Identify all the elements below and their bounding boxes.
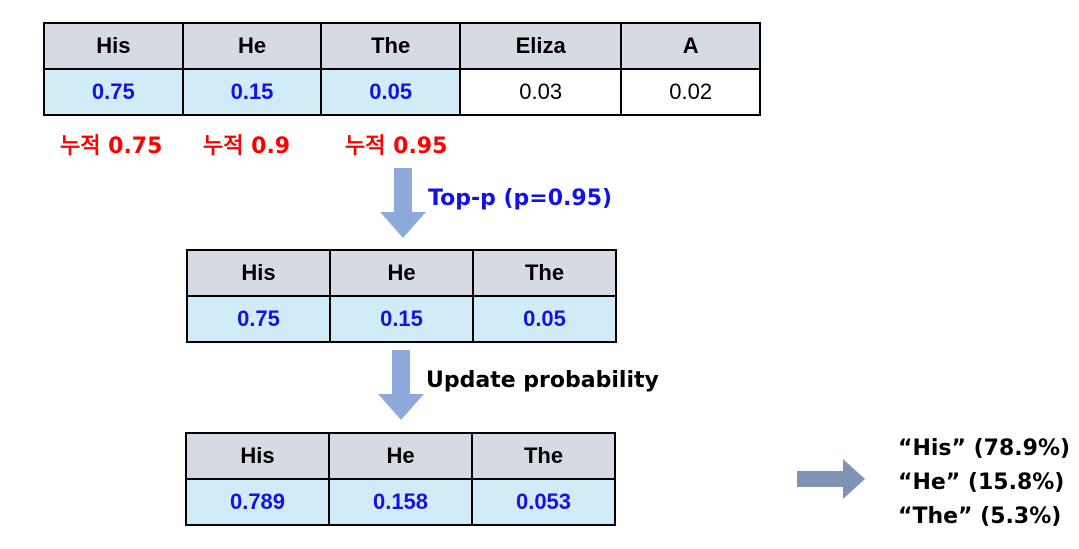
header-cell: He [328,432,473,480]
value-cell-selected: 0.05 [320,68,462,116]
cumulative-label: 누적 0.95 [345,134,448,159]
value-cell-selected: 0.75 [186,295,331,343]
header-cell: His [43,22,184,70]
value-cell-selected: 0.053 [471,478,616,526]
header-cell: Eliza [459,22,623,70]
value-cell-selected: 0.75 [43,68,184,116]
value-cell: 0.03 [459,68,623,116]
result-item: “His” (78.9%) [898,436,1071,461]
probability-table-filtered: His He The 0.75 0.15 0.05 [186,249,617,343]
header-cell: He [181,22,323,70]
header-cell: His [185,432,330,480]
result-item: “He” (15.8%) [898,470,1065,495]
value-cell: 0.02 [620,68,761,116]
value-cell-selected: 0.15 [181,68,323,116]
header-cell: He [329,249,474,297]
cumulative-label: 누적 0.75 [60,134,163,159]
result-list: “His” (78.9%) “He” (15.8%) “The” (5.3%) [898,432,1070,534]
down-arrow-icon [378,350,424,420]
update-probability-label: Update probability [426,368,659,393]
right-arrow-icon [797,459,865,499]
header-cell: His [186,249,331,297]
value-cell-selected: 0.789 [185,478,330,526]
header-cell: A [620,22,761,70]
cumulative-label: 누적 0.9 [203,134,291,159]
top-p-label: Top-p (p=0.95) [428,186,613,211]
probability-table-renormalized: His He The 0.789 0.158 0.053 [185,432,616,526]
value-cell-selected: 0.158 [328,478,473,526]
header-cell: The [472,249,617,297]
result-item: “The” (5.3%) [898,504,1062,529]
probability-table-original: His He The Eliza A 0.75 0.15 0.05 0.03 0… [43,22,761,116]
header-cell: The [471,432,616,480]
header-cell: The [320,22,462,70]
value-cell-selected: 0.05 [472,295,617,343]
down-arrow-icon [380,168,426,238]
value-cell-selected: 0.15 [329,295,474,343]
